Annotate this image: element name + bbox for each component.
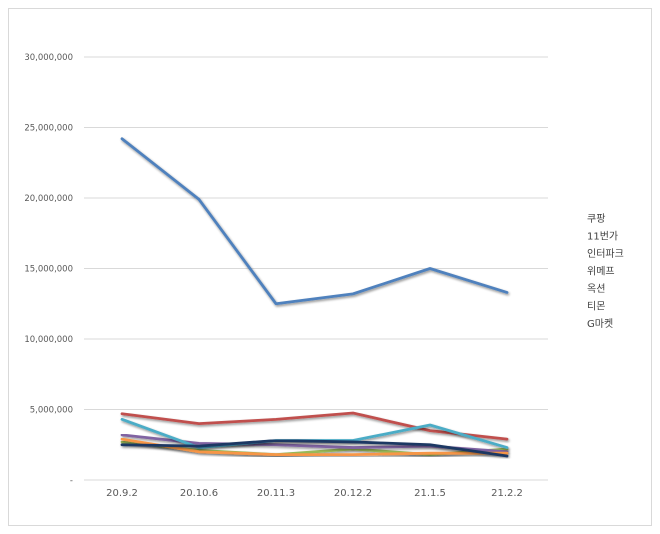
y-tick-label: 25,000,000: [24, 124, 73, 134]
legend-label: 옥션: [587, 283, 605, 295]
legend-label: 인터파크: [587, 248, 624, 260]
x-tick-label: 20.12.2: [334, 488, 372, 499]
gridlines: [84, 56, 548, 481]
x-tick-label: 20.10.6: [180, 488, 218, 499]
y-tick-label: 5,000,000: [30, 406, 73, 416]
series-lines: [120, 137, 509, 458]
y-tick-label: 10,000,000: [24, 335, 73, 345]
x-tick-label: 20.9.2: [106, 488, 138, 499]
legend-label: 쿠팡: [587, 213, 605, 225]
y-tick-label: 15,000,000: [24, 265, 73, 275]
y-tick-label: -: [70, 476, 73, 486]
y-axis: - 5,000,000 10,000,000 15,000,000 20,000,000…: [24, 53, 73, 486]
y-tick-label: 20,000,000: [24, 194, 73, 204]
series-line-7: [120, 439, 509, 458]
legend-label: 위메프: [587, 265, 615, 278]
series-line-6: [120, 437, 509, 457]
y-tick-label: 30,000,000: [24, 53, 73, 63]
x-tick-label: 20.11.3: [257, 488, 295, 499]
x-axis: 20.9.2 20.10.6 20.11.3 20.12.2 21.1.5 21.2.2: [106, 488, 523, 499]
x-tick-label: 21.1.5: [414, 488, 446, 499]
legend-label: 티몬: [587, 301, 605, 313]
series-line-2: [120, 411, 509, 441]
legend-label: G마켓: [587, 318, 613, 330]
series-line-1: [120, 137, 509, 306]
legend-label: 11번가: [587, 231, 618, 243]
x-tick-label: 21.2.2: [491, 488, 523, 499]
